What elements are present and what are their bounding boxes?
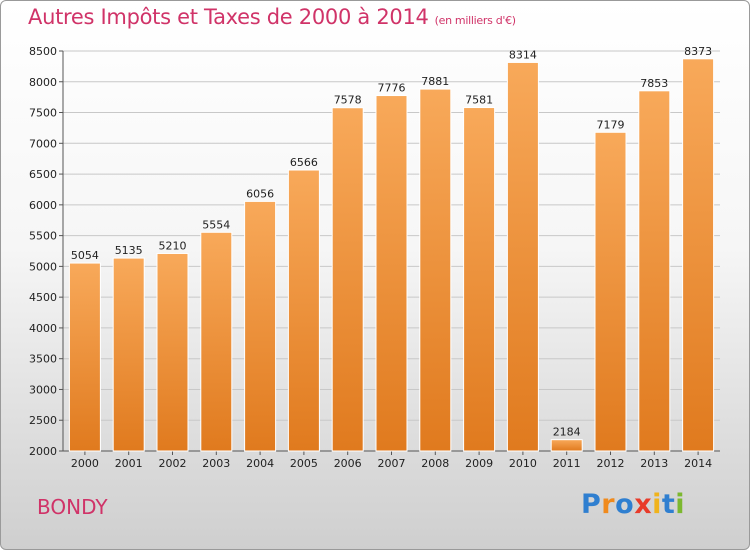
bar-value-label: 6566 <box>290 156 318 169</box>
bar-value-label: 7853 <box>640 77 668 90</box>
x-tick-label: 2006 <box>334 457 362 470</box>
bar-value-label: 7776 <box>378 82 406 95</box>
x-tick-label: 2007 <box>378 457 406 470</box>
x-tick-label: 2001 <box>115 457 143 470</box>
x-tick-label: 2008 <box>421 457 449 470</box>
bar <box>463 107 496 452</box>
x-tick-label: 2011 <box>553 457 581 470</box>
bar <box>68 262 101 452</box>
y-tick-label: 2000 <box>29 445 57 458</box>
logo-letter: t <box>661 489 676 520</box>
x-tick-label: 2005 <box>290 457 318 470</box>
bar <box>287 169 320 452</box>
bar <box>594 131 627 452</box>
bar-value-label: 5054 <box>71 249 99 262</box>
bar-value-label: 7179 <box>597 118 625 131</box>
x-tick-label: 2013 <box>640 457 668 470</box>
bar <box>200 231 233 452</box>
x-tick-label: 2010 <box>509 457 537 470</box>
y-tick-label: 3500 <box>29 353 57 366</box>
bar <box>156 252 189 452</box>
y-tick-label: 7000 <box>29 137 57 150</box>
bar-value-label: 7578 <box>334 94 362 107</box>
x-tick-label: 2014 <box>684 457 712 470</box>
bar-value-label: 5135 <box>115 244 143 257</box>
bar <box>375 95 408 452</box>
bar <box>638 90 671 452</box>
logo-letter: x <box>634 489 653 520</box>
y-tick-label: 6500 <box>29 168 57 181</box>
bar-value-label: 8314 <box>509 48 537 61</box>
chart-title-text: Autres Impôts et Taxes de 2000 à 2014 <box>28 5 429 29</box>
bar <box>506 61 539 452</box>
y-tick-label: 7500 <box>29 107 57 120</box>
y-tick-label: 6000 <box>29 199 57 212</box>
y-tick-label: 4000 <box>29 322 57 335</box>
bar-value-label: 5554 <box>202 218 230 231</box>
x-tick-label: 2009 <box>465 457 493 470</box>
x-tick-label: 2012 <box>597 457 625 470</box>
bar-value-label: 5210 <box>159 239 187 252</box>
y-tick-label: 3000 <box>29 383 57 396</box>
y-tick-label: 8000 <box>29 76 57 89</box>
bar-value-label: 2184 <box>553 426 581 439</box>
city-name: BONDY <box>37 495 108 519</box>
bar <box>550 439 583 452</box>
bar-value-label: 7881 <box>421 75 449 88</box>
y-tick-label: 4500 <box>29 291 57 304</box>
logo-letter: P <box>581 489 602 520</box>
bar-value-label: 7581 <box>465 94 493 107</box>
bar-value-label: 6056 <box>246 187 274 200</box>
logo-letter: o <box>615 489 635 520</box>
x-tick-label: 2000 <box>71 457 99 470</box>
proxiti-logo: Proxiti <box>581 489 685 520</box>
x-tick-label: 2003 <box>202 457 230 470</box>
y-tick-label: 5500 <box>29 230 57 243</box>
chart-subtitle: (en milliers d'€) <box>434 14 516 27</box>
axes: 2000 2500 3000 3500 4000 4500 5000 5500 6000 6500… <box>29 45 720 470</box>
x-tick-label: 2004 <box>246 457 274 470</box>
bar-value-label: 8373 <box>684 45 712 58</box>
bar <box>112 257 145 452</box>
x-tick-label: 2002 <box>159 457 187 470</box>
y-tick-label: 8500 <box>29 45 57 58</box>
logo-letter: i <box>675 489 686 520</box>
logo-letter: r <box>601 489 616 520</box>
bars <box>68 58 715 452</box>
data-labels: 5054 5135 5210 5554 6056 6566 7578 7776 7881 7581… <box>71 45 712 439</box>
bar <box>682 58 715 452</box>
y-tick-label: 2500 <box>29 414 57 427</box>
bar <box>244 200 277 452</box>
bar <box>419 88 452 452</box>
chart-title: Autres Impôts et Taxes de 2000 à 2014 (en… <box>28 5 516 29</box>
bar <box>331 107 364 452</box>
logo-letter: i <box>652 489 662 520</box>
y-tick-label: 5000 <box>29 260 57 273</box>
